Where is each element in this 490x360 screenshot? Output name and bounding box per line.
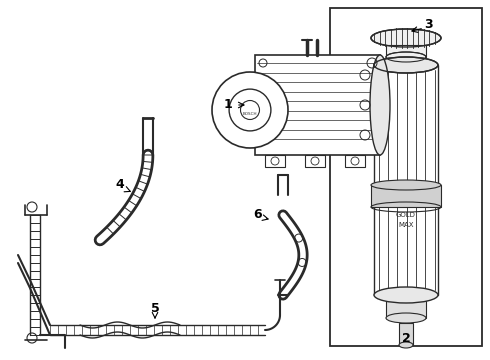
Ellipse shape [371,29,441,47]
Circle shape [351,157,359,165]
Ellipse shape [399,342,413,348]
Ellipse shape [374,57,438,73]
Text: 3: 3 [424,18,432,31]
Circle shape [311,157,319,165]
Bar [255,55,380,155]
Ellipse shape [374,287,438,303]
Ellipse shape [386,52,426,62]
Bar [374,65,438,295]
Bar [386,300,426,318]
Bar [345,155,365,167]
Bar [330,8,482,346]
Ellipse shape [370,55,390,155]
Circle shape [271,157,279,165]
Text: 1: 1 [223,99,232,112]
Text: GOLD: GOLD [396,212,416,218]
Ellipse shape [371,180,441,190]
Text: 5: 5 [150,302,159,315]
Text: 6: 6 [254,208,262,221]
Text: BOSCH: BOSCH [243,112,257,116]
Bar [399,323,413,345]
Bar [305,155,325,167]
Bar [371,185,441,207]
Ellipse shape [386,313,426,323]
Text: MAX: MAX [398,222,414,228]
Bar [265,155,285,167]
Circle shape [212,72,288,148]
Text: 4: 4 [116,179,124,192]
Text: 2: 2 [402,332,411,345]
Bar [386,45,426,57]
